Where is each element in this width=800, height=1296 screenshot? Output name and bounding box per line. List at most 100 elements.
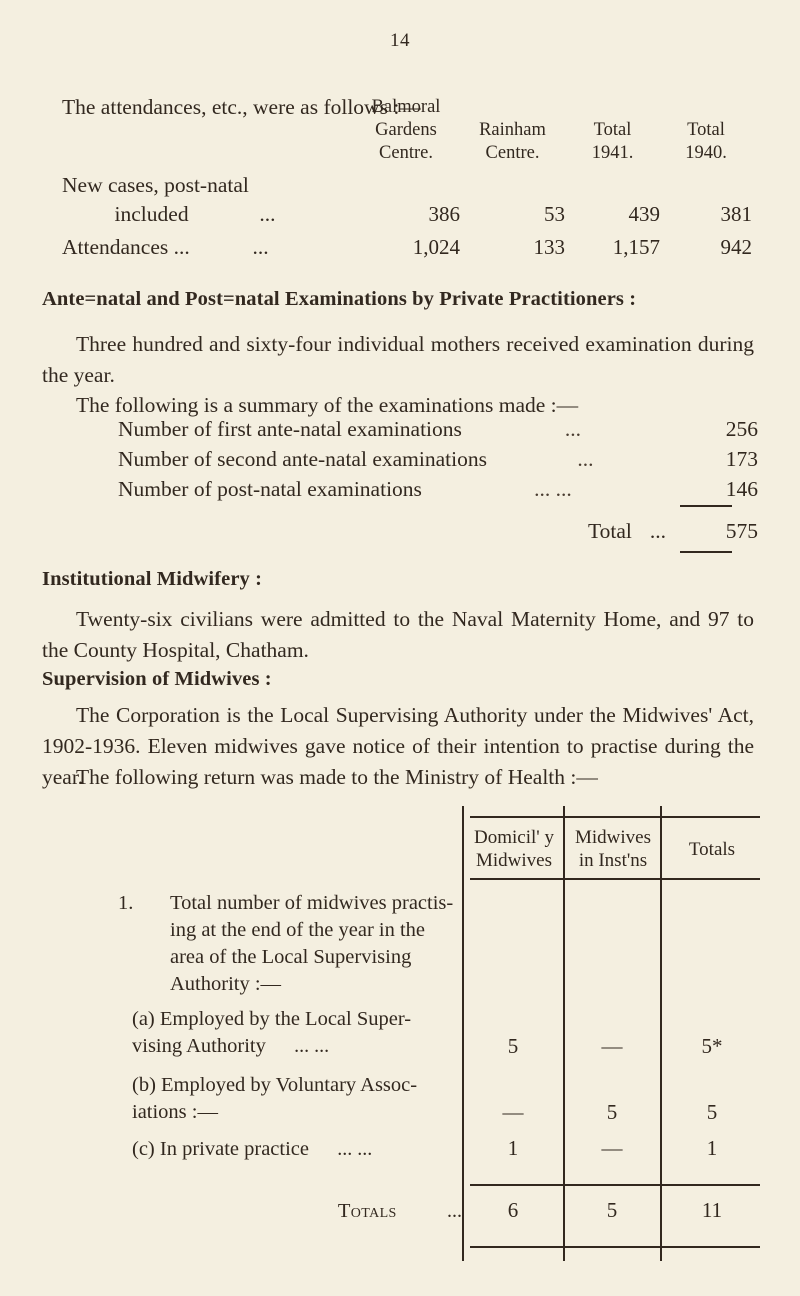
row-a-label-l2: vising Authority ... ... [132, 1033, 462, 1060]
summary-row-2-dots: ... ... [534, 477, 572, 501]
row1-total1941: 439 [628, 202, 661, 226]
totals-domiciliary: 6 [507, 1198, 519, 1222]
row-b-domiciliary: — [502, 1100, 524, 1124]
row-a-dots: ... ... [294, 1035, 330, 1057]
table-totals-label: Totals ... [132, 1198, 462, 1225]
table-hrule-bottom [470, 1246, 760, 1248]
row-c-totals: 1 [706, 1136, 718, 1160]
item-title-l1: Total number of midwives practis- [170, 892, 454, 914]
list-item: Number of second ante-natal examinations… [118, 444, 758, 474]
row-a-label-l2-text: vising Authority [132, 1035, 266, 1057]
row1-label-l1: New cases, post-natal [62, 173, 249, 197]
totals-dots: ... [447, 1200, 462, 1222]
table-row-c-label: (c) In private practice ... ... [132, 1136, 462, 1163]
table-row: Attendances ... ... 1,024 133 1,157 942 [62, 229, 752, 262]
table-hrule-totals-top [470, 1184, 760, 1186]
antenatal-para-2: The following is a summary of the examin… [42, 390, 754, 421]
row2-total1941: 1,157 [612, 235, 660, 259]
row2-balmoral: 1,024 [412, 235, 460, 259]
row-a-label-l1: (a) Employed by the Local Super- [132, 1008, 412, 1030]
table-hrule-header-bottom [470, 878, 760, 880]
total-label: Total [588, 519, 632, 543]
page-number: 14 [390, 30, 410, 51]
antenatal-para-1: Three hundred and sixty-four individual … [42, 329, 754, 391]
item-title-l3: area of the Local Supervising [170, 946, 412, 968]
attendance-header-row: Balmoral Gardens Centre. Rainham Centre.… [62, 96, 752, 165]
row-a-domiciliary: 5 [507, 1034, 519, 1058]
row2-dots: ... [252, 235, 269, 259]
col-balmoral-l2: Gardens [375, 120, 437, 140]
attendance-table: Balmoral Gardens Centre. Rainham Centre.… [62, 96, 752, 262]
row-b-label-l2: iations :— [132, 1101, 218, 1123]
column-header-domiciliary-l1: Domicil' y [474, 827, 554, 848]
supervision-para-1: The Corporation is the Local Supervising… [42, 700, 754, 793]
row2-rainham: 133 [533, 235, 566, 259]
total-dots: ... [649, 519, 666, 543]
row-a-totals: 5* [701, 1034, 723, 1058]
item-title: Total number of midwives practis- ing at… [170, 890, 462, 998]
row1-dots: ... [259, 202, 276, 226]
col-balmoral-l3: Centre. [379, 143, 433, 163]
summary-row-1-text: Number of second ante-natal examinations [118, 447, 487, 471]
supervision-para-1-text: The Corporation is the Local Supervising… [42, 703, 754, 789]
intro-line: The attendances, etc., were as follows :… [62, 95, 421, 119]
examination-summary-list: Number of first ante-natal examinations … [118, 414, 758, 504]
row-b-institutions: 5 [606, 1100, 618, 1124]
row-c-label-text: (c) In private practice [132, 1138, 309, 1160]
col-total1941-l2: Total [593, 120, 632, 140]
column-header-institutions-l2: in Inst'ns [578, 850, 648, 871]
antenatal-para-2-text: The following is a summary of the examin… [76, 393, 579, 417]
row-c-dots: ... ... [337, 1138, 373, 1160]
summary-row-0-value: 256 [725, 417, 758, 441]
row1-total1940: 381 [720, 202, 753, 226]
supervision-para-2-text: The following return was made to the Min… [76, 765, 598, 789]
summary-row-2-text: Number of post-natal examinations [118, 477, 422, 501]
col-rainham-l3: Centre. [485, 143, 540, 163]
row2-label-l1: Attendances ... [62, 235, 190, 259]
summary-row-1-dots: ... [577, 447, 594, 471]
total-value: 575 [725, 519, 758, 543]
institutional-heading: Institutional Midwifery : [42, 568, 263, 590]
table-row-a-label: (a) Employed by the Local Super- vising … [132, 1006, 462, 1060]
table-row: New cases, post-natal included ... 386 5… [62, 165, 752, 229]
total-rule-bottom [680, 551, 732, 553]
antenatal-heading: Ante=natal and Post=natal Examinations b… [42, 288, 637, 310]
column-header-totals: Totals [688, 839, 736, 860]
column-header-institutions-l1: Midwives [575, 827, 651, 848]
col-total1941-l3: 1941. [591, 143, 634, 163]
summary-row-0-dots: ... [564, 417, 581, 441]
table-vrule-1 [462, 806, 464, 1261]
totals-institutions: 5 [606, 1198, 618, 1222]
institutional-para-text: Twenty-six civilians were admitted to th… [42, 607, 754, 662]
list-item: Number of first ante-natal examinations … [118, 414, 758, 444]
totals-totals: 11 [701, 1198, 723, 1222]
row-c-domiciliary: 1 [507, 1136, 519, 1160]
institutional-para: Twenty-six civilians were admitted to th… [42, 604, 754, 666]
examination-total-row: Total ... 575 [118, 519, 758, 544]
summary-row-2-value: 146 [725, 477, 758, 501]
row-c-label-l1: (c) In private practice ... ... [132, 1136, 462, 1163]
row2-total1940: 942 [720, 235, 753, 259]
row-b-label-l1: (b) Employed by Voluntary Assoc- [132, 1074, 418, 1096]
row1-balmoral: 386 [428, 202, 461, 226]
column-header-domiciliary-l2: Midwives [476, 850, 552, 871]
col-total1940-l2: Total [687, 120, 725, 140]
supervision-heading: Supervision of Midwives : [42, 668, 272, 690]
list-item: Number of post-natal examinations ... ..… [118, 474, 758, 504]
row1-label-l2: included [114, 202, 189, 226]
col-balmoral-l1: Balmoral [371, 97, 441, 117]
item-title-l4: Authority :— [170, 973, 282, 995]
row-a-institutions: — [601, 1034, 623, 1058]
summary-row-0-text: Number of first ante-natal examinations [118, 417, 462, 441]
column-header-domiciliary: Domicil' y Midwives [468, 826, 560, 872]
total-rule-top [680, 505, 732, 507]
table-vrule-3 [660, 806, 662, 1261]
summary-row-1-value: 173 [725, 447, 758, 471]
table-hrule-header-top [470, 816, 760, 818]
column-header-institutions: Midwives in Inst'ns [568, 826, 658, 872]
row-b-totals: 5 [706, 1100, 718, 1124]
supervision-para-2: The following return was made to the Min… [42, 762, 758, 793]
col-total1940-l3: 1940. [685, 143, 727, 163]
table-row-b-label: (b) Employed by Voluntary Assoc- iations… [132, 1072, 462, 1126]
